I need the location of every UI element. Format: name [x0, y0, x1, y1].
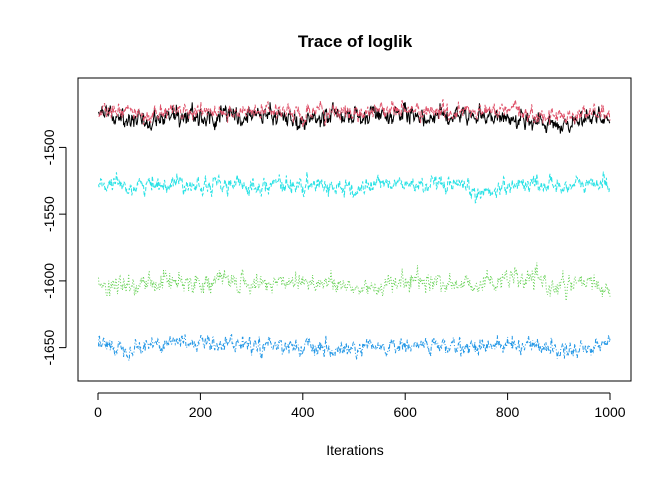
chart-title: Trace of loglik [298, 32, 413, 51]
series-line-2 [98, 99, 611, 127]
y-tick-label: -1550 [41, 196, 57, 232]
x-tick-label: 1000 [594, 404, 625, 420]
y-tick-label: -1650 [41, 330, 57, 366]
series-line-4 [98, 262, 611, 301]
x-tick-label: 600 [394, 404, 418, 420]
y-tick-label: -1500 [41, 129, 57, 165]
x-tick-label: 800 [496, 404, 520, 420]
x-axis-label: Iterations [326, 442, 384, 458]
x-tick-label: 400 [291, 404, 315, 420]
axes: 0 200 400 600 800 1000 -1500 -1550 -1600 -1650 [41, 129, 626, 420]
series-line-3 [98, 170, 611, 204]
series-line-5 [98, 334, 611, 362]
x-tick-label: 0 [94, 404, 102, 420]
y-tick-label: -1600 [41, 263, 57, 299]
x-tick-label: 200 [189, 404, 213, 420]
series-layer [98, 99, 611, 362]
plot-frame [77, 77, 632, 382]
